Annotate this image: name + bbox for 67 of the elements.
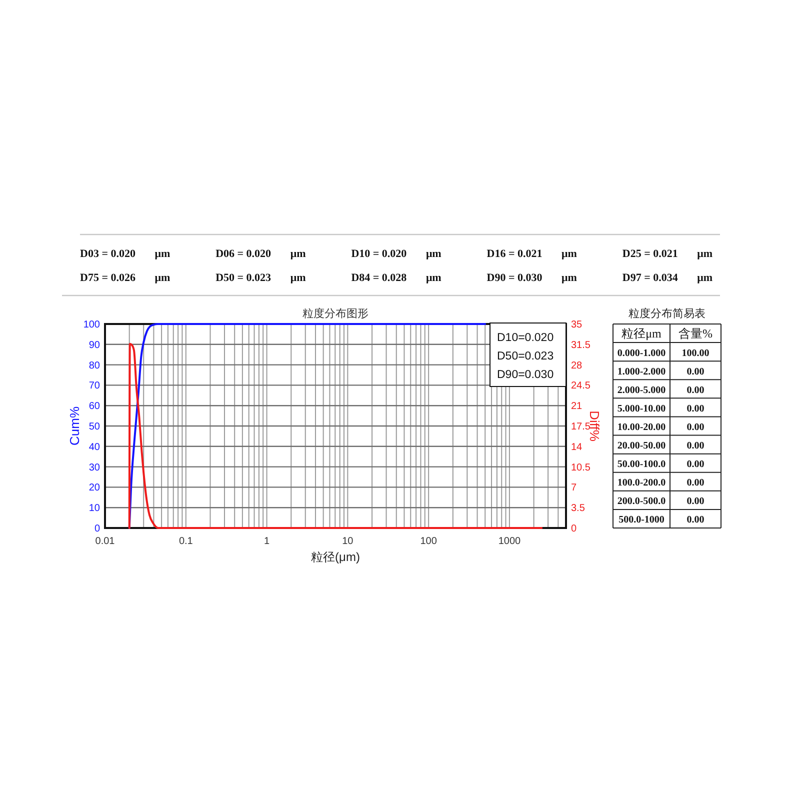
text: 粒径μm — [622, 326, 662, 340]
text: 1.000-2.000 — [617, 366, 666, 378]
y-tick-label: 20 — [88, 482, 100, 494]
text: 0.00 — [686, 366, 704, 378]
text: D90 = 0.030 μm — [486, 272, 577, 284]
y2-tick-label: 3.5 — [571, 503, 586, 514]
text: 含量% — [678, 326, 712, 340]
y2-tick-label: 24.5 — [571, 380, 591, 392]
x-tick-label: 1 — [264, 536, 270, 547]
text: 0.00 — [686, 384, 704, 396]
text: 0.00 — [686, 478, 704, 489]
text: 500.0-1000 — [618, 514, 664, 526]
text: 20.00-50.00 — [617, 440, 666, 452]
text: 粒度分布简易表 — [628, 307, 706, 320]
text: 100.00 — [682, 348, 710, 359]
x-tick-label: 1000 — [498, 536, 522, 547]
y-tick-label: 80 — [88, 360, 100, 372]
y-tick-label: 50 — [88, 422, 100, 432]
y2-tick-label: 31.5 — [571, 340, 591, 351]
x-tick-label: 0.1 — [178, 536, 194, 547]
y2-tick-label: 35 — [571, 320, 583, 330]
y-tick-label: 70 — [88, 380, 100, 392]
text: D16 = 0.021 μm — [486, 248, 577, 260]
annotation: D50=0.023 — [497, 350, 554, 362]
text: 0.00 — [686, 440, 704, 452]
y-tick-label: 30 — [88, 462, 100, 474]
y-tick-label: 90 — [88, 340, 100, 351]
annotation: D90=0.030 — [497, 369, 554, 381]
text: D06 = 0.020 μm — [216, 248, 306, 260]
text: D25 = 0.021 μm — [622, 248, 713, 260]
y-tick-label: 60 — [88, 401, 100, 412]
text: 10.00-20.00 — [617, 422, 666, 433]
text: 5.000-10.00 — [617, 403, 666, 414]
text: 50.00-100.0 — [617, 459, 666, 470]
x-tick-label: 10 — [342, 536, 354, 547]
y-axis-title: Cum% — [67, 406, 82, 446]
y2-tick-label: 28 — [571, 360, 583, 372]
y-tick-label: 100 — [83, 320, 100, 330]
y2-tick-label: 10.5 — [571, 462, 591, 474]
text: D84 = 0.028 μm — [351, 272, 442, 284]
text: 200.0-500.0 — [617, 496, 666, 508]
text: D75 = 0.026 μm — [80, 272, 170, 284]
text: D50 = 0.023 μm — [216, 272, 306, 284]
x-tick-label: 0.01 — [95, 536, 116, 547]
text: 0.00 — [686, 459, 704, 470]
text: 0.00 — [686, 403, 704, 414]
text: D10 = 0.020 μm — [351, 248, 442, 260]
y2-tick-label: 7 — [571, 482, 577, 494]
text: 0.00 — [686, 496, 704, 508]
text: 0.00 — [686, 514, 704, 526]
text: D97 = 0.034 μm — [622, 272, 713, 284]
annotation: D10=0.020 — [497, 332, 554, 344]
y2-tick-label: 21 — [571, 401, 583, 412]
text: D03 = 0.020 μm — [80, 248, 170, 260]
y-tick-label: 40 — [88, 442, 100, 453]
text: 2.000-5.000 — [617, 384, 666, 396]
y-tick-label: 10 — [88, 503, 100, 514]
x-axis-title: 粒径(μm) — [311, 550, 360, 564]
x-tick-label: 100 — [420, 536, 438, 547]
y2-tick-label: 14 — [571, 442, 583, 453]
y2-tick-label: 17.5 — [571, 422, 591, 432]
y-tick-label: 0 — [94, 524, 100, 534]
chart-title: 粒度分布图形 — [302, 307, 368, 320]
text: 100.0-200.0 — [617, 478, 666, 489]
text: 0.00 — [686, 422, 704, 433]
text: 0.000-1.000 — [617, 348, 666, 359]
y2-tick-label: 0 — [571, 524, 577, 534]
